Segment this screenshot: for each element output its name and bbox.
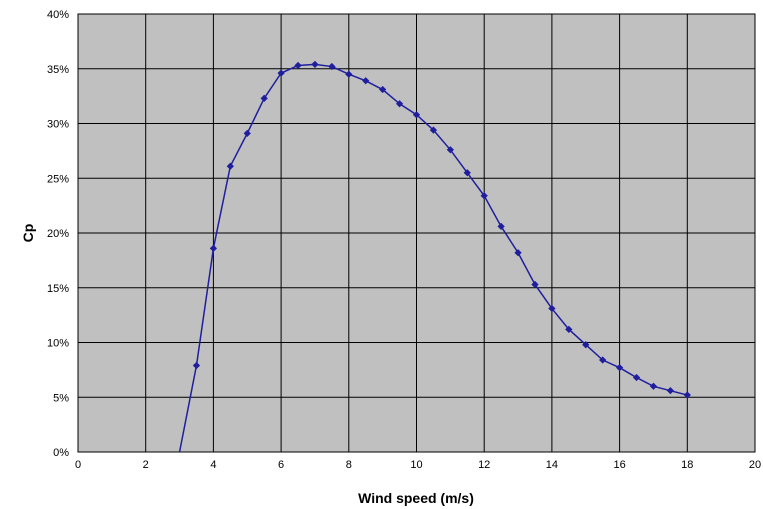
data-point-marker [395,100,404,108]
data-point-marker [683,391,691,399]
y-axis-title: Cp [20,224,36,243]
grid-lines [77,13,756,453]
data-point-marker [497,222,505,231]
y-tick-label: 40% [47,9,69,21]
x-tick-label: 8 [346,459,352,471]
y-tick-label: 35% [47,64,69,76]
data-point-marker [429,126,438,134]
x-tick-label: 12 [478,459,490,471]
data-point-marker [548,304,556,313]
data-point-marker [565,325,573,333]
y-tick-label: 15% [47,283,69,295]
data-point-marker [243,129,251,137]
data-point-marker [480,192,488,200]
x-tick-label: 10 [410,459,422,471]
y-tick-label: 30% [47,119,69,131]
y-tick-label: 10% [47,338,69,350]
y-tick-labels: 0% 5% 10% 15% 20% 25% 30% 35% 40% [47,9,69,459]
data-point-marker [649,382,658,390]
data-point-marker [446,146,454,154]
data-point-marker [277,69,285,77]
y-tick-label: 25% [47,173,69,185]
data-point-marker [328,62,336,71]
data-point-marker [531,280,539,289]
data-point-marker [514,249,522,257]
data-point-marker [294,61,302,70]
x-axis-title: Wind speed (m/s) [358,490,474,506]
data-point-marker [379,85,387,94]
x-tick-labels: 0 2 4 6 8 10 12 14 16 18 20 [75,459,761,471]
data-point-marker [345,70,353,78]
x-tick-label: 6 [278,459,284,471]
data-point-marker [311,60,319,68]
data-point-marker [599,356,607,364]
x-tick-label: 18 [681,459,693,471]
data-point-marker [582,341,590,349]
data-point-marker [463,169,471,177]
x-tick-label: 14 [546,459,558,471]
data-point-marker [209,244,218,252]
data-point-marker [412,111,421,119]
x-tick-label: 4 [210,459,216,471]
data-point-marker [226,162,234,170]
data-point-marker [260,94,268,102]
data-point-marker [632,373,641,382]
data-point-marker [615,364,624,372]
x-tick-label: 2 [143,459,149,471]
data-point-marker [192,361,201,370]
x-tick-label: 16 [613,459,625,471]
data-point-marker [666,387,674,395]
series-markers [192,60,691,399]
y-tick-label: 0% [53,447,69,459]
x-tick-label: 20 [749,459,761,471]
y-tick-label: 5% [53,392,69,404]
y-tick-label: 20% [47,228,69,240]
data-point-marker [362,77,370,85]
x-tick-label: 0 [75,459,81,471]
